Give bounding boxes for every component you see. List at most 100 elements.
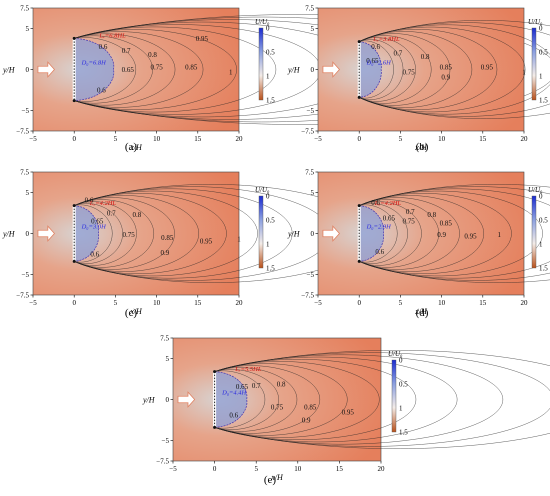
y-tick-label: −5 xyxy=(22,107,30,115)
contour-line xyxy=(359,37,416,102)
colorbar xyxy=(531,195,537,269)
colorbar-label: U/U₀ xyxy=(388,350,403,358)
y-tick-label: 5 xyxy=(311,25,315,33)
colorbar-tick-label: 0.5 xyxy=(539,49,548,57)
y-tick-label: −5 xyxy=(307,107,315,115)
panel-1: 0.60.70.80.950.65 0.75 0.8510.6Lₓ=6.8HLD₀=… xyxy=(2,5,550,153)
contour-label: 0.9 xyxy=(160,249,169,257)
contour-line xyxy=(214,350,550,449)
y-axis-label: y/H xyxy=(287,66,301,75)
bubble-length-label: Lₓ=5.5HL xyxy=(234,366,262,373)
x-tick-label: 0 xyxy=(213,465,217,473)
colorbar-tick-label: 0 xyxy=(266,25,270,33)
contour-label: 0.8 xyxy=(421,53,430,61)
contour-label: 0.95 xyxy=(481,64,494,72)
x-tick-label: 15 xyxy=(479,135,487,143)
colorbar-tick-label: 1 xyxy=(266,73,270,81)
bubble-length-label: Lₓ=4.2HL xyxy=(89,200,117,207)
colorbar-label: U/U₀ xyxy=(528,18,543,26)
contour-line xyxy=(359,190,543,277)
contour-label: 0.6 xyxy=(85,196,94,204)
colorbar-tick-label: 0 xyxy=(539,193,543,201)
inflow-arrow-icon xyxy=(37,61,55,78)
y-tick-label: 0 xyxy=(311,66,315,74)
recirculation-region xyxy=(358,41,382,98)
bubble-width-label: D₀=4.4H xyxy=(221,390,246,397)
contour-field xyxy=(32,171,240,296)
contour-label: 0.7 xyxy=(107,209,116,217)
contour-line xyxy=(359,29,498,110)
fence-endpoint xyxy=(72,99,76,103)
contour-line xyxy=(359,35,432,104)
y-tick-label: 7.5 xyxy=(305,169,314,177)
contour-label: 0.6 xyxy=(371,43,380,51)
recirculation-region xyxy=(214,371,248,428)
contour-line xyxy=(214,354,504,445)
contour-line xyxy=(359,24,550,115)
bubble-width-label: D₀=3.0H xyxy=(81,224,106,231)
contour-line xyxy=(359,197,460,270)
y-axis-label: y/H xyxy=(2,230,16,239)
contour-label: 0.8 xyxy=(277,380,286,388)
contour-line xyxy=(74,29,237,110)
contour-label: 0.6 xyxy=(375,248,384,256)
panel-caption: (b) xyxy=(416,141,429,153)
x-tick-label: 20 xyxy=(521,299,529,307)
fence-endpoint xyxy=(357,95,361,99)
x-tick-label: 20 xyxy=(378,465,386,473)
contour-line xyxy=(74,193,227,274)
contour-field xyxy=(317,171,525,296)
recirculation-region xyxy=(73,205,100,262)
contour-line xyxy=(74,35,153,104)
inflow-arrow-icon xyxy=(37,225,55,242)
y-tick-label: −7.5 xyxy=(16,292,29,300)
bubble-length-label: Lₓ=4.2HL xyxy=(374,200,402,207)
contour-line xyxy=(214,369,279,430)
colorbar-label: U/U₀ xyxy=(528,186,543,194)
fence-endpoint xyxy=(213,370,217,374)
inflow-arrow-icon xyxy=(322,225,340,242)
colorbar-tick-label: 0.5 xyxy=(266,217,275,225)
contour-label: 0.95 xyxy=(464,232,477,240)
colorbar-label: U/U₀ xyxy=(255,18,270,26)
fence-endpoint xyxy=(357,40,361,44)
contour-label: 0.65 xyxy=(236,383,249,391)
contour-label: 0.85 xyxy=(161,234,174,242)
fence-endpoint xyxy=(72,36,76,40)
contour-line xyxy=(214,365,321,434)
colorbar-tick-label: 0 xyxy=(399,357,403,365)
y-tick-label: 0 xyxy=(311,230,315,238)
contour-line xyxy=(74,201,137,266)
contour-line xyxy=(214,359,417,440)
x-axis-label: x/H xyxy=(414,307,428,316)
x-tick-label: 0 xyxy=(357,135,361,143)
bubble-width-label: D₀=2.9H xyxy=(366,224,391,231)
x-tick-label: 15 xyxy=(336,465,344,473)
y-tick-label: 0 xyxy=(26,66,30,74)
x-tick-label: 0 xyxy=(72,135,76,143)
recirculation-region xyxy=(358,205,385,262)
x-tick-label: −5 xyxy=(169,465,177,473)
contour-label: 0.6 xyxy=(229,412,238,420)
contour-label: 0.75 xyxy=(403,218,416,226)
fence-endpoint xyxy=(72,204,76,208)
y-tick-label: 7.5 xyxy=(20,169,29,177)
colorbar-tick-label: 1.5 xyxy=(266,265,275,273)
contour-label: 0.85 xyxy=(185,64,198,72)
bubble-width-label: D₀=6.8H xyxy=(81,60,106,67)
contour-line xyxy=(74,33,176,106)
x-tick-label: −5 xyxy=(314,299,322,307)
contour-line xyxy=(359,33,451,106)
colorbar-tick-label: 1.5 xyxy=(539,265,548,273)
contour-line xyxy=(74,197,175,270)
contour-label: 0.6 xyxy=(99,43,108,51)
contour-line xyxy=(359,20,550,119)
recirculation-region xyxy=(73,37,115,102)
colorbar-tick-label: 0.5 xyxy=(266,49,275,57)
y-tick-label: −7.5 xyxy=(156,458,169,466)
bubble-length-label: Lₓ=6.8HL xyxy=(98,33,126,40)
contour-line xyxy=(74,199,155,268)
contour-label: 0.75 xyxy=(150,64,163,72)
fence-endpoint xyxy=(72,259,76,263)
contour-line xyxy=(359,39,404,100)
